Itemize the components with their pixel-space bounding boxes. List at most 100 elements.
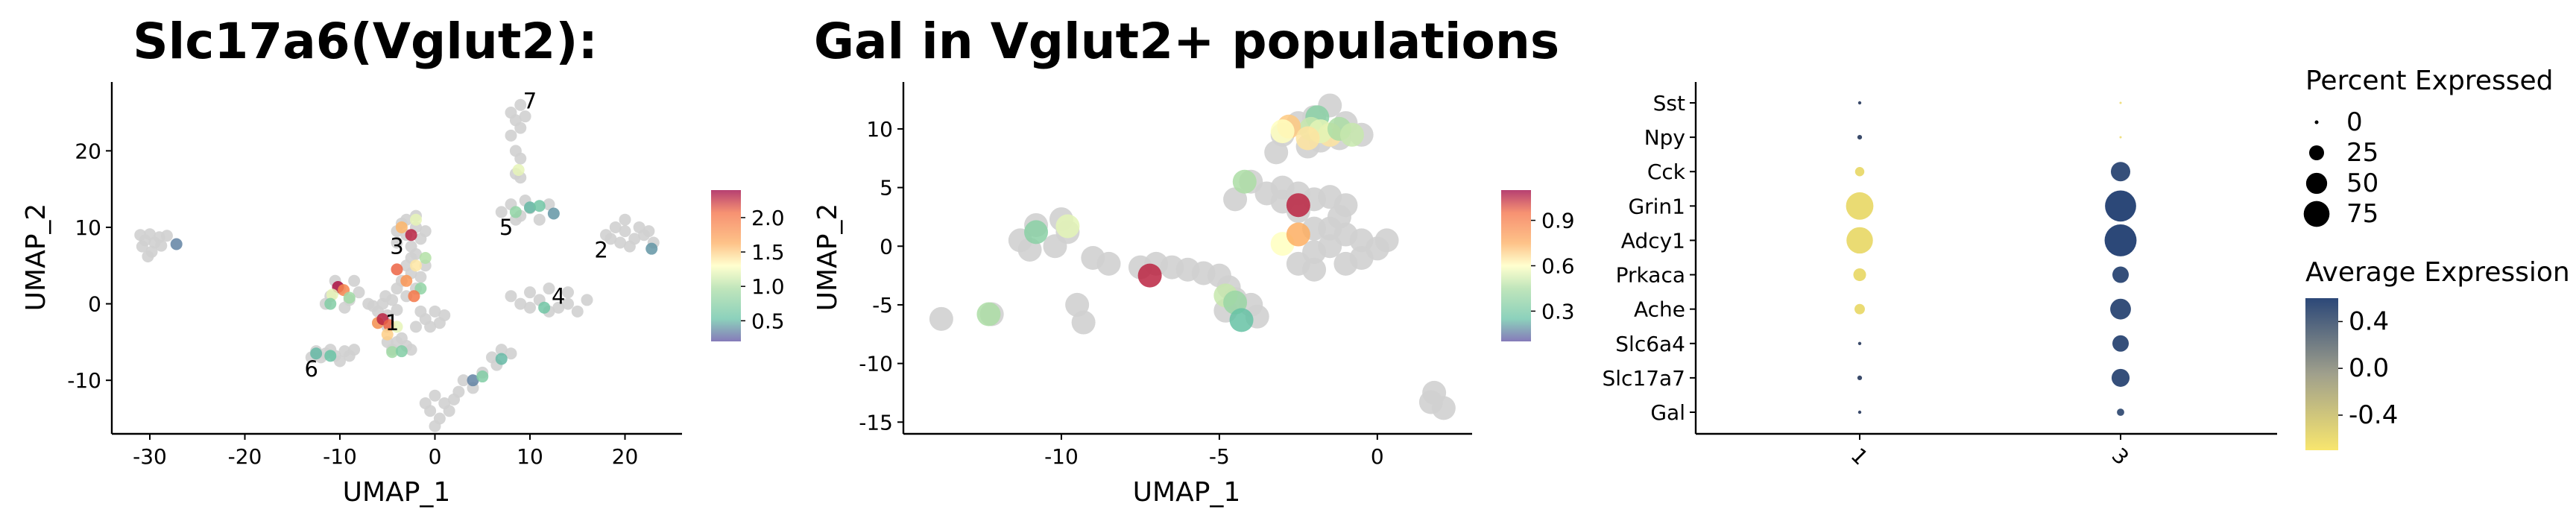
grey-point xyxy=(1302,257,1327,282)
panel2-colorbar: 0.3 0.6 0.9 xyxy=(1501,190,1575,341)
expression-point xyxy=(324,350,337,362)
grey-point xyxy=(424,321,437,333)
grey-point xyxy=(619,213,631,226)
expression-point xyxy=(386,346,399,359)
legend-size-label: 75 xyxy=(2346,199,2378,229)
expression-point xyxy=(310,347,323,360)
grey-point xyxy=(1264,140,1289,165)
grey-point xyxy=(429,305,441,318)
expression-point xyxy=(476,370,489,383)
x-tick-label: -10 xyxy=(323,444,357,469)
grey-point xyxy=(334,355,346,367)
grey-point xyxy=(429,420,441,432)
expression-point xyxy=(1339,122,1364,147)
grey-point xyxy=(633,221,645,233)
x-tick-label: -10 xyxy=(1044,444,1079,469)
cluster-label: 5 xyxy=(499,215,513,240)
colorbar-tick-label: 2.0 xyxy=(751,206,785,230)
dot-marker xyxy=(1853,268,1866,282)
dot-marker xyxy=(1857,410,1862,414)
expression-point xyxy=(1232,169,1257,194)
grey-point xyxy=(562,286,574,299)
x-tick-label: -30 xyxy=(133,444,167,469)
y-tick-label: Slc6a4 xyxy=(1615,332,1685,356)
x-tick-label: 20 xyxy=(612,444,639,469)
expression-point xyxy=(1137,263,1162,288)
y-tick-label: -10 xyxy=(67,368,101,393)
grey-point xyxy=(429,389,441,402)
dot-marker xyxy=(2112,266,2129,283)
x-tick-label: 1 xyxy=(1846,443,1873,470)
grey-point xyxy=(609,221,622,233)
expression-point xyxy=(976,302,1001,326)
grey-point xyxy=(581,294,593,306)
y-tick-label: 5 xyxy=(880,176,893,201)
x-tick-label: 3 xyxy=(2107,443,2134,470)
expression-point xyxy=(395,221,408,233)
expression-point xyxy=(1295,126,1320,151)
dot-marker xyxy=(1857,134,1863,140)
dot-marker xyxy=(2112,335,2129,352)
expression-point xyxy=(524,201,536,214)
grey-point xyxy=(514,98,527,111)
grey-point xyxy=(1418,390,1443,414)
expression-point xyxy=(343,291,356,304)
cluster-label: 6 xyxy=(305,356,318,382)
grey-point xyxy=(505,129,517,142)
grey-point xyxy=(619,225,631,238)
grey-point xyxy=(414,305,427,318)
expression-point xyxy=(391,321,403,333)
legend-color-title: Average Expression xyxy=(2305,257,2570,288)
expression-point xyxy=(1286,222,1310,247)
panel2-title: Gal in Vglut2+ populations xyxy=(814,13,1559,70)
legend-color-tick-label: -0.4 xyxy=(2349,400,2398,430)
dot-marker xyxy=(2111,368,2130,387)
expression-point xyxy=(395,345,408,358)
expression-point xyxy=(408,290,420,303)
grey-point xyxy=(524,301,536,314)
grey-point xyxy=(457,374,470,387)
dot-marker xyxy=(2110,298,2131,320)
panel1-colorbar: 0.5 1.0 1.5 2.0 xyxy=(711,190,785,341)
y-tick-label: Prkaca xyxy=(1616,263,1685,288)
grey-point xyxy=(419,225,432,238)
dot-marker xyxy=(1857,101,1862,105)
expression-point xyxy=(410,213,422,226)
dot-marker xyxy=(2104,224,2137,256)
legend-color-tick-label: 0.0 xyxy=(2349,353,2389,383)
grey-point xyxy=(495,344,508,356)
y-tick-label: -5 xyxy=(872,293,893,318)
expression-point xyxy=(391,263,403,276)
expression-point xyxy=(324,297,337,310)
dot-marker xyxy=(2105,190,2136,222)
panel2-umap-plot: -10 -5 0 -15 -10 -5 0 5 10 xyxy=(859,82,1472,469)
grey-point xyxy=(348,344,361,356)
grey-point xyxy=(410,247,422,260)
legend-size-label: 50 xyxy=(2346,168,2378,198)
y-tick-label: 10 xyxy=(866,117,893,142)
grey-point xyxy=(514,122,527,134)
x-tick-label: 0 xyxy=(1371,444,1384,469)
expression-point xyxy=(170,238,183,250)
expression-point xyxy=(1024,220,1049,245)
y-tick-label: Cck xyxy=(1647,160,1686,184)
grey-point xyxy=(514,297,527,310)
y-tick-label: -10 xyxy=(859,352,893,376)
x-tick-label: 10 xyxy=(517,444,543,469)
grey-point xyxy=(562,297,574,310)
grey-point xyxy=(505,290,517,303)
grey-point xyxy=(391,303,403,316)
dot-marker xyxy=(1857,375,1863,381)
grey-point xyxy=(395,332,408,344)
grey-point xyxy=(142,250,154,262)
colorbar-tick-label: 0.3 xyxy=(1541,299,1575,324)
colorbar-tick-label: 0.6 xyxy=(1541,254,1575,279)
grey-point xyxy=(571,305,584,318)
colorbar-tick-label: 0.9 xyxy=(1541,209,1575,233)
expression-point xyxy=(509,206,522,218)
grey-point xyxy=(414,271,427,283)
grey-point xyxy=(452,385,465,398)
grey-point xyxy=(543,198,555,211)
grey-point xyxy=(524,286,536,299)
